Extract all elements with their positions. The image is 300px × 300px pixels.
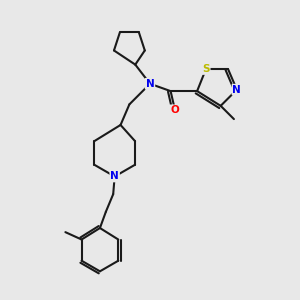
Text: N: N [110,172,119,182]
Text: N: N [232,85,241,94]
Text: S: S [202,64,210,74]
Text: O: O [171,105,179,115]
Text: N: N [146,79,154,89]
